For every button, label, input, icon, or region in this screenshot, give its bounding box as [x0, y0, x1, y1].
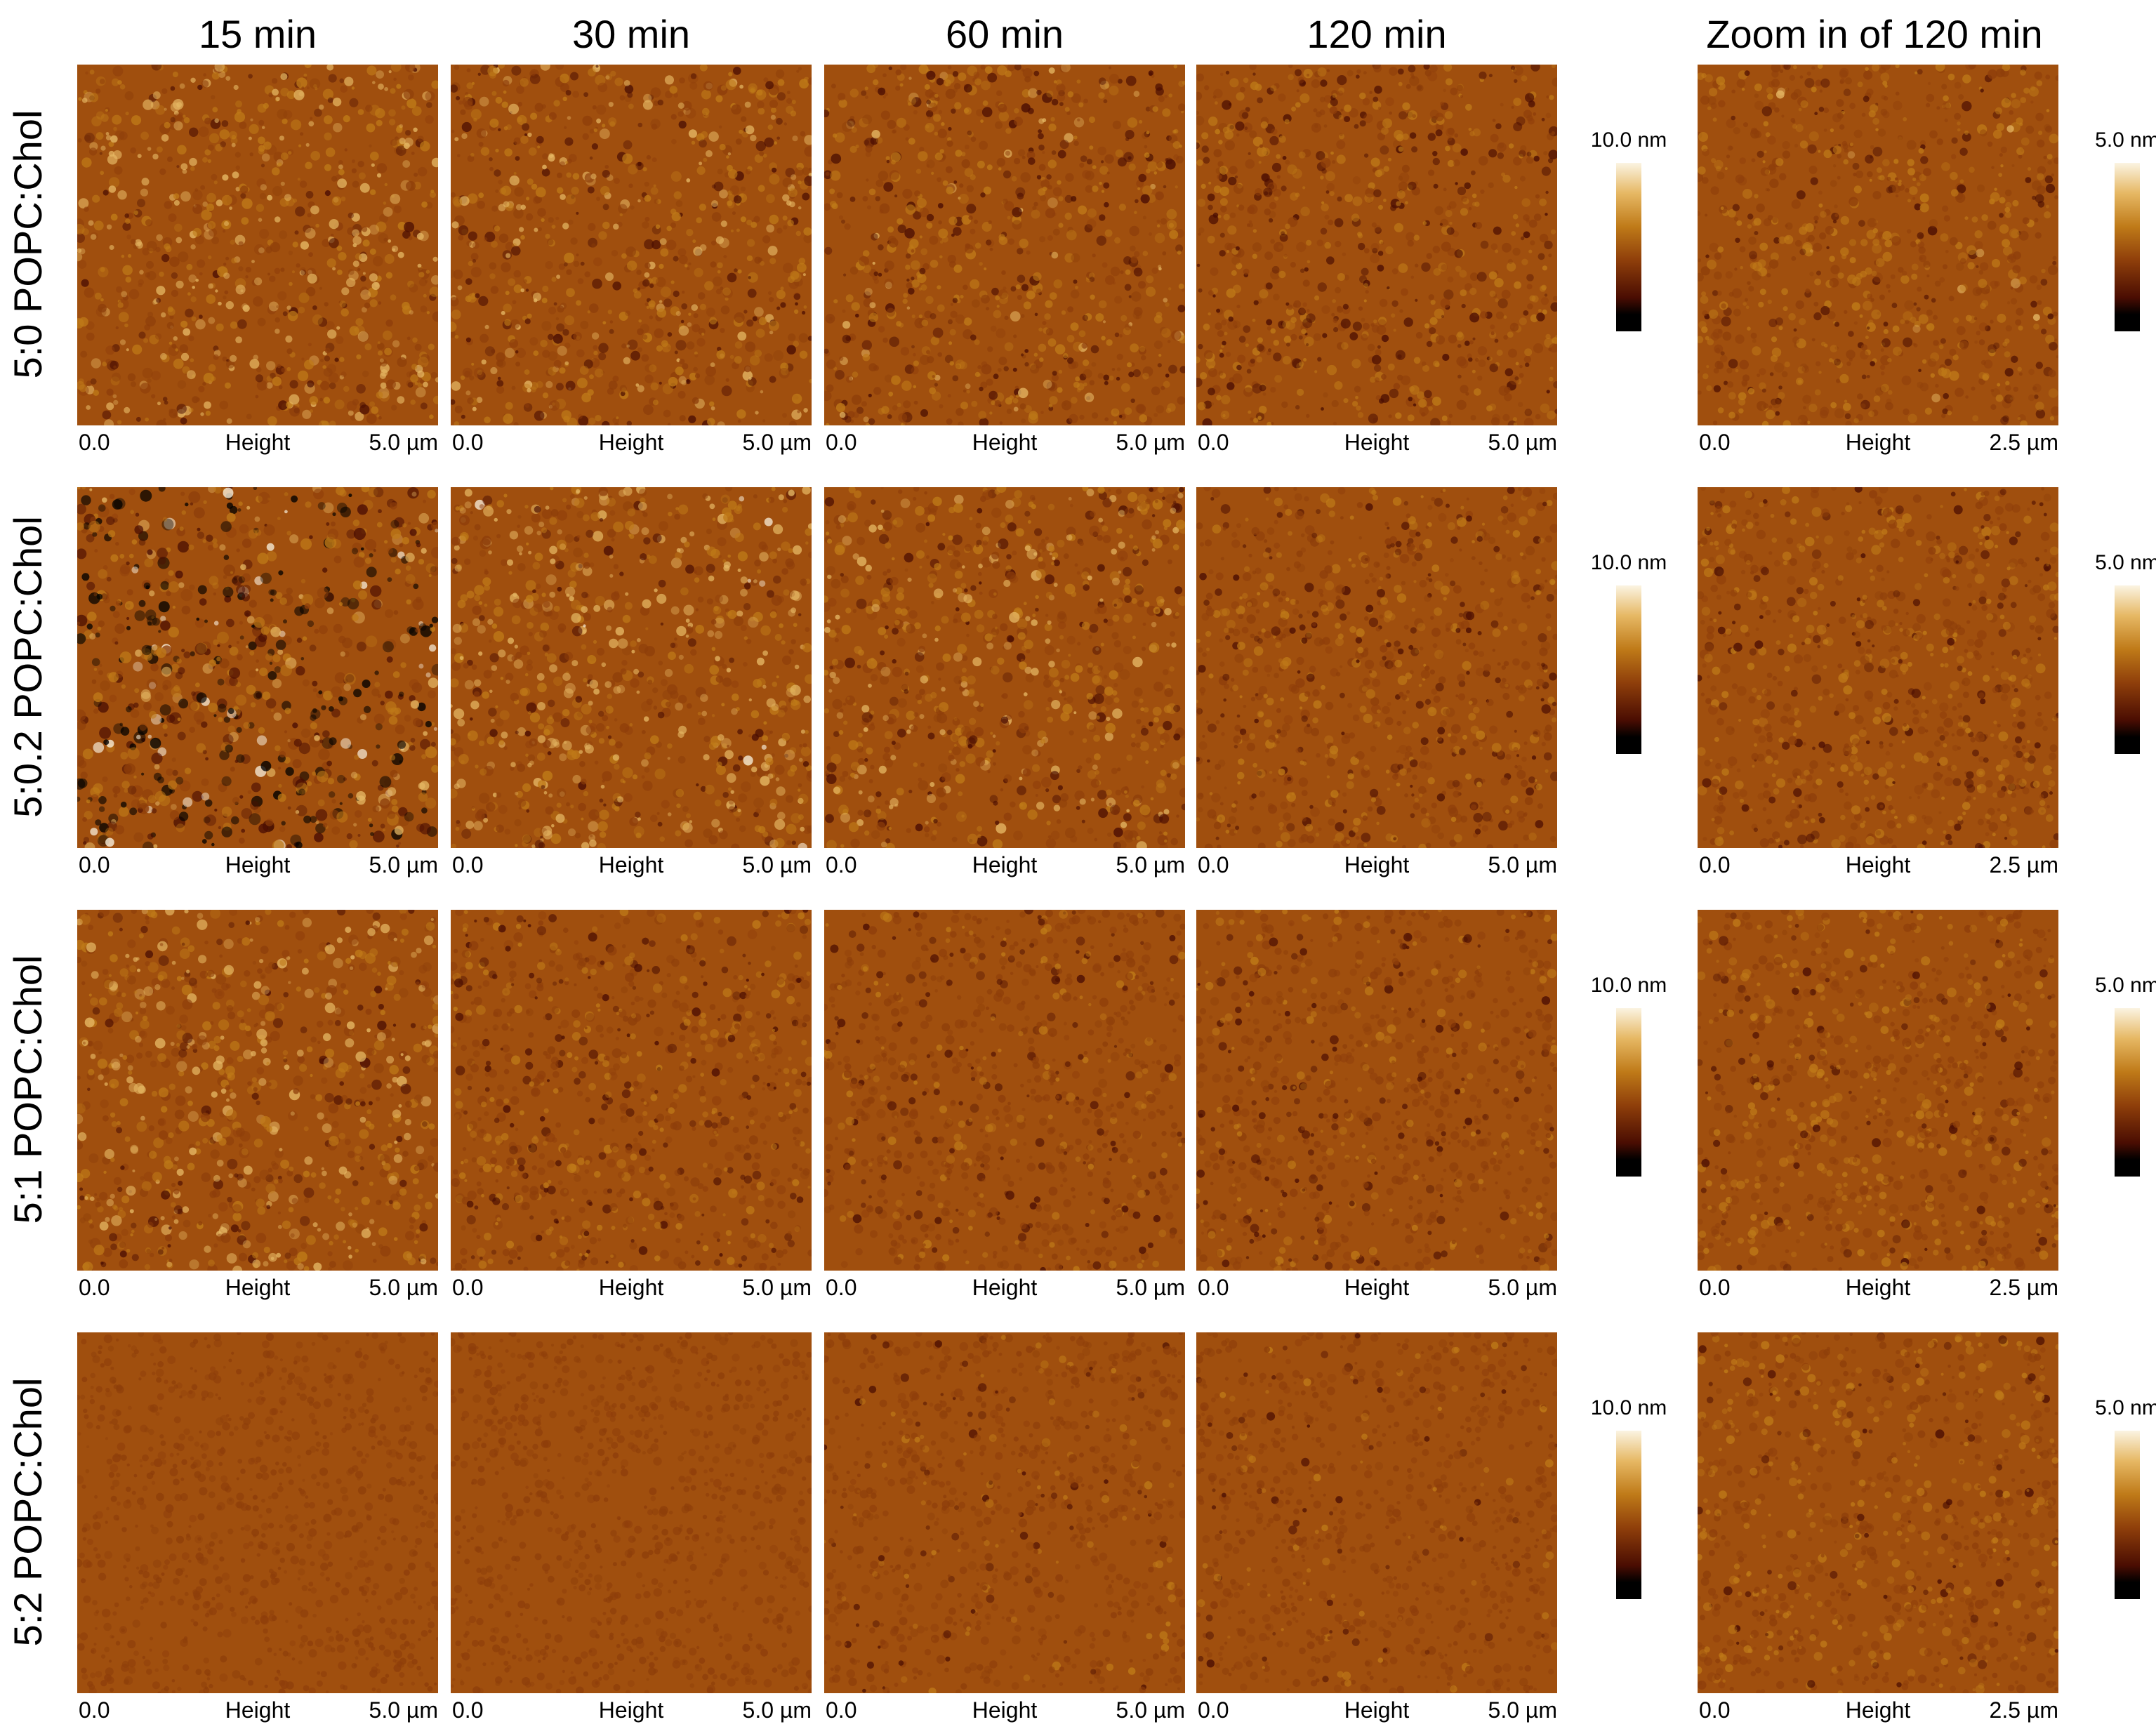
colorbar-max-label: 10.0 nm	[1590, 1396, 1667, 1419]
colorbar	[2115, 163, 2140, 331]
x-axis: 0.0 Height 2.5 µm	[1699, 852, 2058, 877]
colorbar	[1616, 585, 1641, 754]
x-axis: 0.0 Height 5.0 µm	[826, 1697, 1185, 1723]
colorbar	[2115, 1431, 2140, 1599]
x-axis: 0.0 Height 5.0 µm	[452, 1275, 812, 1300]
x-axis: 0.0 Height 5.0 µm	[452, 852, 812, 877]
afm-image-5-0-2-120min	[1196, 487, 1557, 848]
afm-image-5-2-60min	[824, 1332, 1185, 1693]
colorbar-max-label: 10.0 nm	[1590, 974, 1667, 997]
colorbar	[1616, 1008, 1641, 1177]
x-axis: 0.0 Height 5.0 µm	[79, 1697, 438, 1723]
afm-image-5-1-120min	[1196, 910, 1557, 1271]
x-axis: 0.0 Height 5.0 µm	[452, 1697, 812, 1723]
afm-image-5-0-2-60min	[824, 487, 1185, 848]
afm-image-5-0-2-15min	[77, 487, 438, 848]
column-title-30-min: 30 min	[571, 12, 691, 56]
colorbar-max-label: 10.0 nm	[1590, 128, 1667, 152]
afm-image-5-0-60min	[824, 65, 1185, 425]
afm-image-5-2-120min	[1196, 1332, 1557, 1693]
x-axis: 0.0 Height 5.0 µm	[79, 430, 438, 455]
colorbar-max-label: 10.0 nm	[1590, 551, 1667, 574]
colorbar	[1616, 1431, 1641, 1599]
colorbar-max-label: 5.0 nm	[2095, 974, 2156, 997]
colorbar-max-label: 5.0 nm	[2095, 1396, 2156, 1419]
column-title-15-min: 15 min	[198, 12, 317, 56]
x-axis: 0.0 Height 5.0 µm	[826, 430, 1185, 455]
x-axis: 0.0 Height 2.5 µm	[1699, 1275, 2058, 1300]
x-axis: 0.0 Height 2.5 µm	[1699, 1697, 2058, 1723]
x-axis: 0.0 Height 5.0 µm	[79, 1275, 438, 1300]
afm-image-5-0-2-30min	[451, 487, 812, 848]
x-axis: 0.0 Height 5.0 µm	[1198, 430, 1557, 455]
afm-image-5-0-120min	[1196, 65, 1557, 425]
afm-image-5-1-30min	[451, 910, 812, 1271]
x-axis: 0.0 Height 5.0 µm	[79, 852, 438, 877]
colorbar-max-label: 5.0 nm	[2095, 128, 2156, 152]
colorbar	[2115, 585, 2140, 754]
x-axis: 0.0 Height 5.0 µm	[452, 430, 812, 455]
afm-image-5-0-30min	[451, 65, 812, 425]
colorbar	[1616, 163, 1641, 331]
x-axis: 0.0 Height 5.0 µm	[1198, 1275, 1557, 1300]
colorbar	[2115, 1008, 2140, 1177]
column-title-120-min: 120 min	[1307, 12, 1447, 56]
x-axis: 0.0 Height 5.0 µm	[1198, 852, 1557, 877]
x-axis: 0.0 Height 5.0 µm	[1198, 1697, 1557, 1723]
afm-image-5-0-15min	[77, 65, 438, 425]
afm-image-5-1-60min	[824, 910, 1185, 1271]
column-title-60-min: 60 min	[945, 12, 1064, 56]
afm-image-5-2-zoom	[1698, 1332, 2058, 1693]
afm-image-5-2-15min	[77, 1332, 438, 1693]
colorbar-max-label: 5.0 nm	[2095, 551, 2156, 574]
afm-image-5-2-30min	[451, 1332, 812, 1693]
afm-image-5-1-zoom	[1698, 910, 2058, 1271]
afm-image-5-0-2-zoom	[1698, 487, 2058, 848]
afm-image-5-1-15min	[77, 910, 438, 1271]
x-axis: 0.0 Height 2.5 µm	[1699, 430, 2058, 455]
x-axis: 0.0 Height 5.0 µm	[826, 852, 1185, 877]
afm-image-5-0-zoom	[1698, 65, 2058, 425]
x-axis: 0.0 Height 5.0 µm	[826, 1275, 1185, 1300]
column-title-zoom-120-min: Zoom in of 120 min	[1706, 12, 2043, 56]
